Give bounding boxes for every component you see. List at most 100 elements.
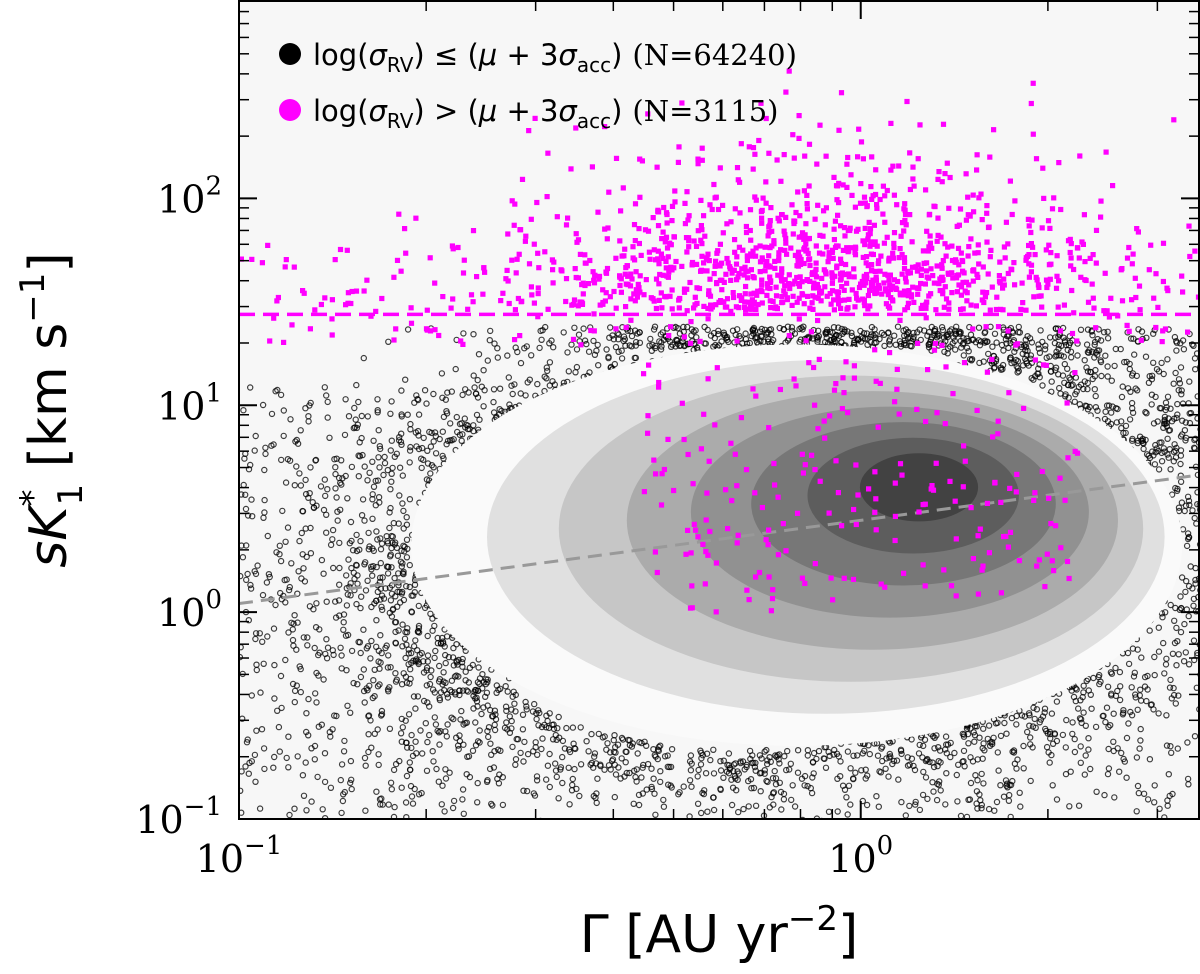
black-point xyxy=(750,784,758,792)
magenta-point xyxy=(901,206,907,212)
magenta-point xyxy=(920,562,926,568)
magenta-point xyxy=(1068,263,1074,269)
black-point xyxy=(369,458,376,465)
black-point xyxy=(1104,328,1111,335)
black-point xyxy=(458,437,465,444)
magenta-point xyxy=(516,251,522,257)
magenta-point xyxy=(769,596,776,602)
black-point xyxy=(1016,329,1024,336)
black-point xyxy=(535,707,542,714)
black-point xyxy=(1071,398,1079,405)
black-point xyxy=(1084,379,1092,387)
magenta-point xyxy=(672,188,678,194)
magenta-points xyxy=(239,68,1199,615)
black-point xyxy=(335,597,343,604)
black-point xyxy=(274,707,281,715)
black-point xyxy=(392,539,399,546)
black-point xyxy=(555,795,562,802)
black-point xyxy=(400,507,407,515)
magenta-point xyxy=(746,144,752,150)
black-point xyxy=(424,447,431,454)
magenta-point xyxy=(813,260,819,266)
magenta-point xyxy=(868,251,874,257)
magenta-point xyxy=(656,261,662,267)
black-point xyxy=(440,669,447,676)
magenta-point xyxy=(790,293,796,299)
black-point xyxy=(490,764,498,771)
magenta-point xyxy=(851,274,857,280)
black-point xyxy=(767,758,775,766)
black-point xyxy=(761,770,768,777)
magenta-point xyxy=(775,272,781,278)
magenta-point xyxy=(985,271,991,277)
black-point xyxy=(611,793,619,801)
black-point xyxy=(1128,437,1136,444)
magenta-point xyxy=(580,280,586,286)
magenta-point xyxy=(901,288,908,294)
black-point xyxy=(491,721,498,729)
magenta-point xyxy=(705,305,711,311)
black-point xyxy=(390,813,398,819)
black-point xyxy=(718,338,725,345)
black-point xyxy=(673,336,680,344)
black-point xyxy=(294,590,301,597)
magenta-point xyxy=(877,268,883,274)
black-point xyxy=(979,745,986,752)
magenta-point xyxy=(1023,255,1029,261)
magenta-point xyxy=(267,338,273,344)
magenta-point xyxy=(992,479,998,485)
black-point xyxy=(571,324,578,331)
magenta-point xyxy=(1057,475,1063,481)
magenta-point xyxy=(950,275,956,281)
magenta-point xyxy=(628,296,634,302)
magenta-point xyxy=(781,288,787,294)
black-point xyxy=(1020,342,1028,349)
black-point xyxy=(476,416,483,423)
magenta-point xyxy=(1057,328,1064,334)
magenta-point xyxy=(1038,293,1044,299)
black-point xyxy=(941,348,948,355)
black-point xyxy=(496,385,504,392)
black-point xyxy=(993,339,1000,346)
black-point xyxy=(1156,404,1164,412)
black-point xyxy=(1164,435,1171,442)
magenta-point xyxy=(947,478,953,484)
black-point xyxy=(960,731,968,738)
black-point xyxy=(302,525,309,532)
black-point xyxy=(1046,334,1054,341)
black-point xyxy=(768,331,775,338)
black-point xyxy=(690,328,697,335)
black-point xyxy=(750,326,757,333)
black-point xyxy=(478,710,485,718)
magenta-point xyxy=(941,567,947,573)
black-point xyxy=(375,761,382,769)
magenta-point xyxy=(1016,558,1022,564)
magenta-point xyxy=(588,327,594,334)
magenta-point xyxy=(1053,285,1060,291)
magenta-point xyxy=(1066,575,1072,582)
black-point xyxy=(1105,745,1112,753)
black-point xyxy=(339,797,347,805)
magenta-point xyxy=(275,294,281,301)
magenta-point xyxy=(424,327,430,333)
magenta-point xyxy=(906,288,912,294)
black-point xyxy=(594,775,601,782)
black-point xyxy=(769,775,777,782)
magenta-point xyxy=(943,296,950,302)
magenta-point xyxy=(1098,214,1104,220)
black-point xyxy=(910,329,917,337)
black-point xyxy=(259,591,267,599)
black-point xyxy=(398,784,405,791)
black-point xyxy=(543,375,550,382)
magenta-point xyxy=(838,297,844,304)
magenta-point xyxy=(882,584,888,590)
black-point xyxy=(676,330,684,337)
black-point xyxy=(443,690,451,698)
magenta-point xyxy=(731,294,737,301)
black-point xyxy=(344,495,351,502)
black-point xyxy=(271,661,278,669)
magenta-point xyxy=(1077,153,1083,159)
magenta-point xyxy=(645,228,652,234)
magenta-point xyxy=(632,201,639,207)
magenta-point xyxy=(836,127,842,133)
